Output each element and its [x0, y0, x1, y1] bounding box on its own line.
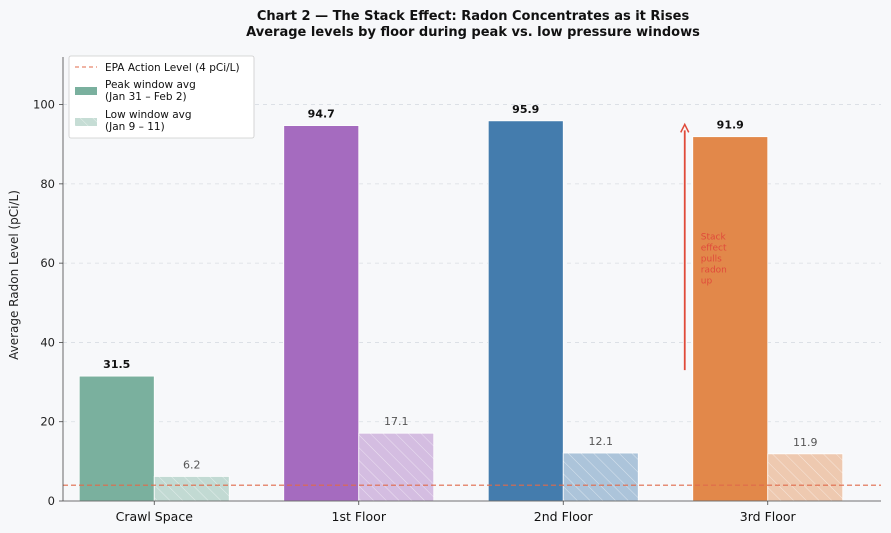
legend-label-low: Low window avg (Jan 9 – 11) — [105, 109, 192, 133]
chart-subtitle: Average levels by floor during peak vs. … — [246, 25, 700, 40]
peak-bar — [487, 120, 564, 502]
low-bar-hatch — [358, 433, 434, 501]
annotation-text: Stack effect pulls radon up — [701, 232, 727, 286]
legend-swatch-peak — [75, 87, 97, 95]
low-value-label: 11.9 — [793, 436, 818, 449]
y-tick-label: 40 — [40, 335, 55, 349]
low-value-label: 12.1 — [589, 435, 614, 448]
legend-label-line: Peak window avg — [105, 79, 196, 91]
legend-label-peak: Peak window avg (Jan 31 – Feb 2) — [105, 79, 196, 103]
peak-value-label: 31.5 — [103, 358, 130, 371]
x-tick-label: 1st Floor — [332, 509, 387, 524]
annotation-text-line: up — [701, 276, 713, 286]
stack-effect-annotation: Stack effect pulls radon up — [680, 122, 727, 371]
y-tick-label: 80 — [40, 177, 55, 191]
y-tick-label: 100 — [33, 98, 55, 112]
annotation-arrow-head — [680, 122, 690, 133]
peak-value-label: 91.9 — [717, 119, 744, 132]
legend-label-line: Low window avg — [105, 109, 192, 121]
x-axis: Crawl Space 1st Floor 2nd Floor 3rd Floor — [62, 57, 881, 524]
x-tick-label: 2nd Floor — [534, 509, 594, 524]
low-bar-hatch — [563, 453, 639, 501]
annotation-text-line: effect — [701, 243, 727, 253]
peak-bar — [283, 125, 360, 502]
peak-bar — [78, 375, 155, 502]
y-tick-label: 60 — [40, 256, 55, 270]
legend-box — [68, 55, 255, 139]
legend-label-line: (Jan 31 – Feb 2) — [105, 91, 187, 103]
bars: 31.5 6.2 94.7 17.1 95.9 12.1 91.9 11.9 — [78, 103, 844, 502]
x-tick-label: 3rd Floor — [740, 509, 797, 524]
annotation-text-line: radon — [701, 265, 727, 275]
y-tick-label: 0 — [48, 494, 55, 508]
low-bar-hatch — [154, 476, 230, 501]
low-bar-hatch — [767, 453, 843, 501]
peak-value-label: 94.7 — [308, 108, 335, 121]
y-tick-label: 20 — [40, 415, 55, 429]
low-value-label: 17.1 — [384, 415, 409, 428]
low-value-label: 6.2 — [183, 458, 201, 471]
peak-bar — [692, 136, 769, 502]
peak-value-label: 95.9 — [512, 103, 539, 116]
annotation-text-line: Stack — [701, 232, 727, 242]
annotation-text-line: pulls — [701, 254, 722, 264]
y-axis-label: Average Radon Level (pCi/L) — [7, 190, 21, 360]
chart-title: Chart 2 — The Stack Effect: Radon Concen… — [257, 9, 690, 24]
legend-swatch-low-hatch — [75, 118, 97, 126]
legend-label-line: (Jan 9 – 11) — [105, 121, 165, 133]
legend: EPA Action Level (4 pCi/L) Peak window av… — [68, 55, 255, 139]
y-axis-ticks: 0 20 40 60 80 100 — [33, 98, 63, 508]
x-tick-label: Crawl Space — [116, 509, 194, 524]
legend-label-epa: EPA Action Level (4 pCi/L) — [105, 62, 240, 74]
